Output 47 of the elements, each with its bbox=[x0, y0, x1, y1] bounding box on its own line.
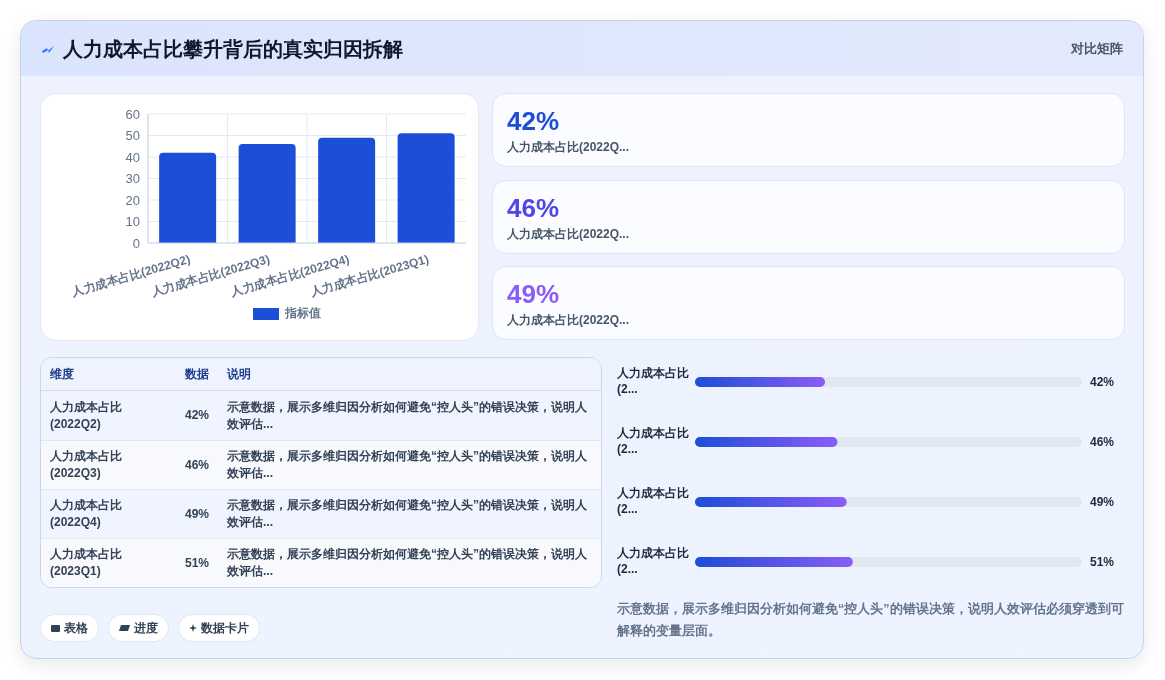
data-label: 42% bbox=[1090, 375, 1115, 390]
bar bbox=[318, 137, 376, 243]
text: 42% bbox=[185, 408, 210, 422]
category-label: 人力成本占比(2022Q... bbox=[507, 313, 630, 327]
text: 51% bbox=[185, 555, 210, 570]
text: 示意数据，展示多维归因分析如何避免“控人头”的错误决策，说明人效评估必须穿透到可解释的变量层面。 bbox=[617, 602, 1124, 638]
text: 人力成本占比(2023Q1) bbox=[50, 547, 122, 578]
y-tick-label: 40 bbox=[125, 149, 140, 165]
category-label: 数据 bbox=[185, 366, 209, 381]
bar bbox=[159, 152, 217, 243]
category-label: 人力成本占比(2022Q... bbox=[507, 226, 630, 241]
y-tick-label: 人力成本占比(2... bbox=[617, 485, 690, 517]
text: 示意数据，展示多维归因分析如何避免“控人头”的错误决策，说明人效评估... bbox=[227, 547, 587, 578]
text: 对比矩阵 bbox=[1071, 41, 1123, 56]
bar bbox=[238, 144, 296, 243]
y-tick-label: 人力成本占比(2... bbox=[617, 365, 690, 397]
text: 示意数据，展示多维归因分析如何避免“控人头”的错误决策，说明人效评估... bbox=[227, 399, 587, 431]
text: 人力成本占比(2022Q2) bbox=[50, 399, 122, 431]
text: 表格 bbox=[64, 619, 88, 637]
text: 人力成本占比(2022Q4) bbox=[50, 498, 122, 529]
text: 42% bbox=[507, 106, 560, 136]
legend-label: 指标值 bbox=[285, 305, 321, 322]
text: 46% bbox=[507, 192, 560, 223]
y-tick-label: 60 bbox=[125, 106, 140, 122]
text: 示意数据，展示多维归因分析如何避免“控人头”的错误决策，说明人效评估... bbox=[227, 498, 587, 529]
text: 49% bbox=[507, 279, 560, 309]
bar bbox=[397, 133, 455, 243]
y-tick-label: 人力成本占比(2... bbox=[617, 425, 690, 457]
category-label: 维度 bbox=[50, 366, 74, 381]
category-label: 人力成本占比(2022Q... bbox=[507, 140, 630, 154]
category-label: 说明 bbox=[227, 366, 251, 381]
text: 人力成本占比(2022Q3) bbox=[50, 449, 122, 480]
text: 示意数据，展示多维归因分析如何避免“控人头”的错误决策，说明人效评估... bbox=[227, 449, 587, 480]
text: 49% bbox=[185, 506, 210, 521]
y-tick-label: 50 bbox=[125, 128, 140, 144]
data-label: 51% bbox=[1090, 555, 1115, 570]
text: 人力成本占比攀升背后的真实归因拆解 bbox=[63, 38, 403, 60]
text: 数据卡片 bbox=[201, 619, 249, 637]
y-tick-label: 30 bbox=[125, 171, 140, 187]
y-tick-label: 20 bbox=[125, 192, 140, 208]
data-label: 46% bbox=[1090, 435, 1115, 450]
text: 46% bbox=[185, 457, 210, 472]
y-tick-label: 0 bbox=[132, 235, 140, 251]
data-label: 49% bbox=[1090, 495, 1115, 510]
text: 进度 bbox=[134, 619, 158, 637]
y-tick-label: 10 bbox=[125, 214, 140, 230]
y-tick-label: 人力成本占比(2... bbox=[617, 545, 690, 577]
